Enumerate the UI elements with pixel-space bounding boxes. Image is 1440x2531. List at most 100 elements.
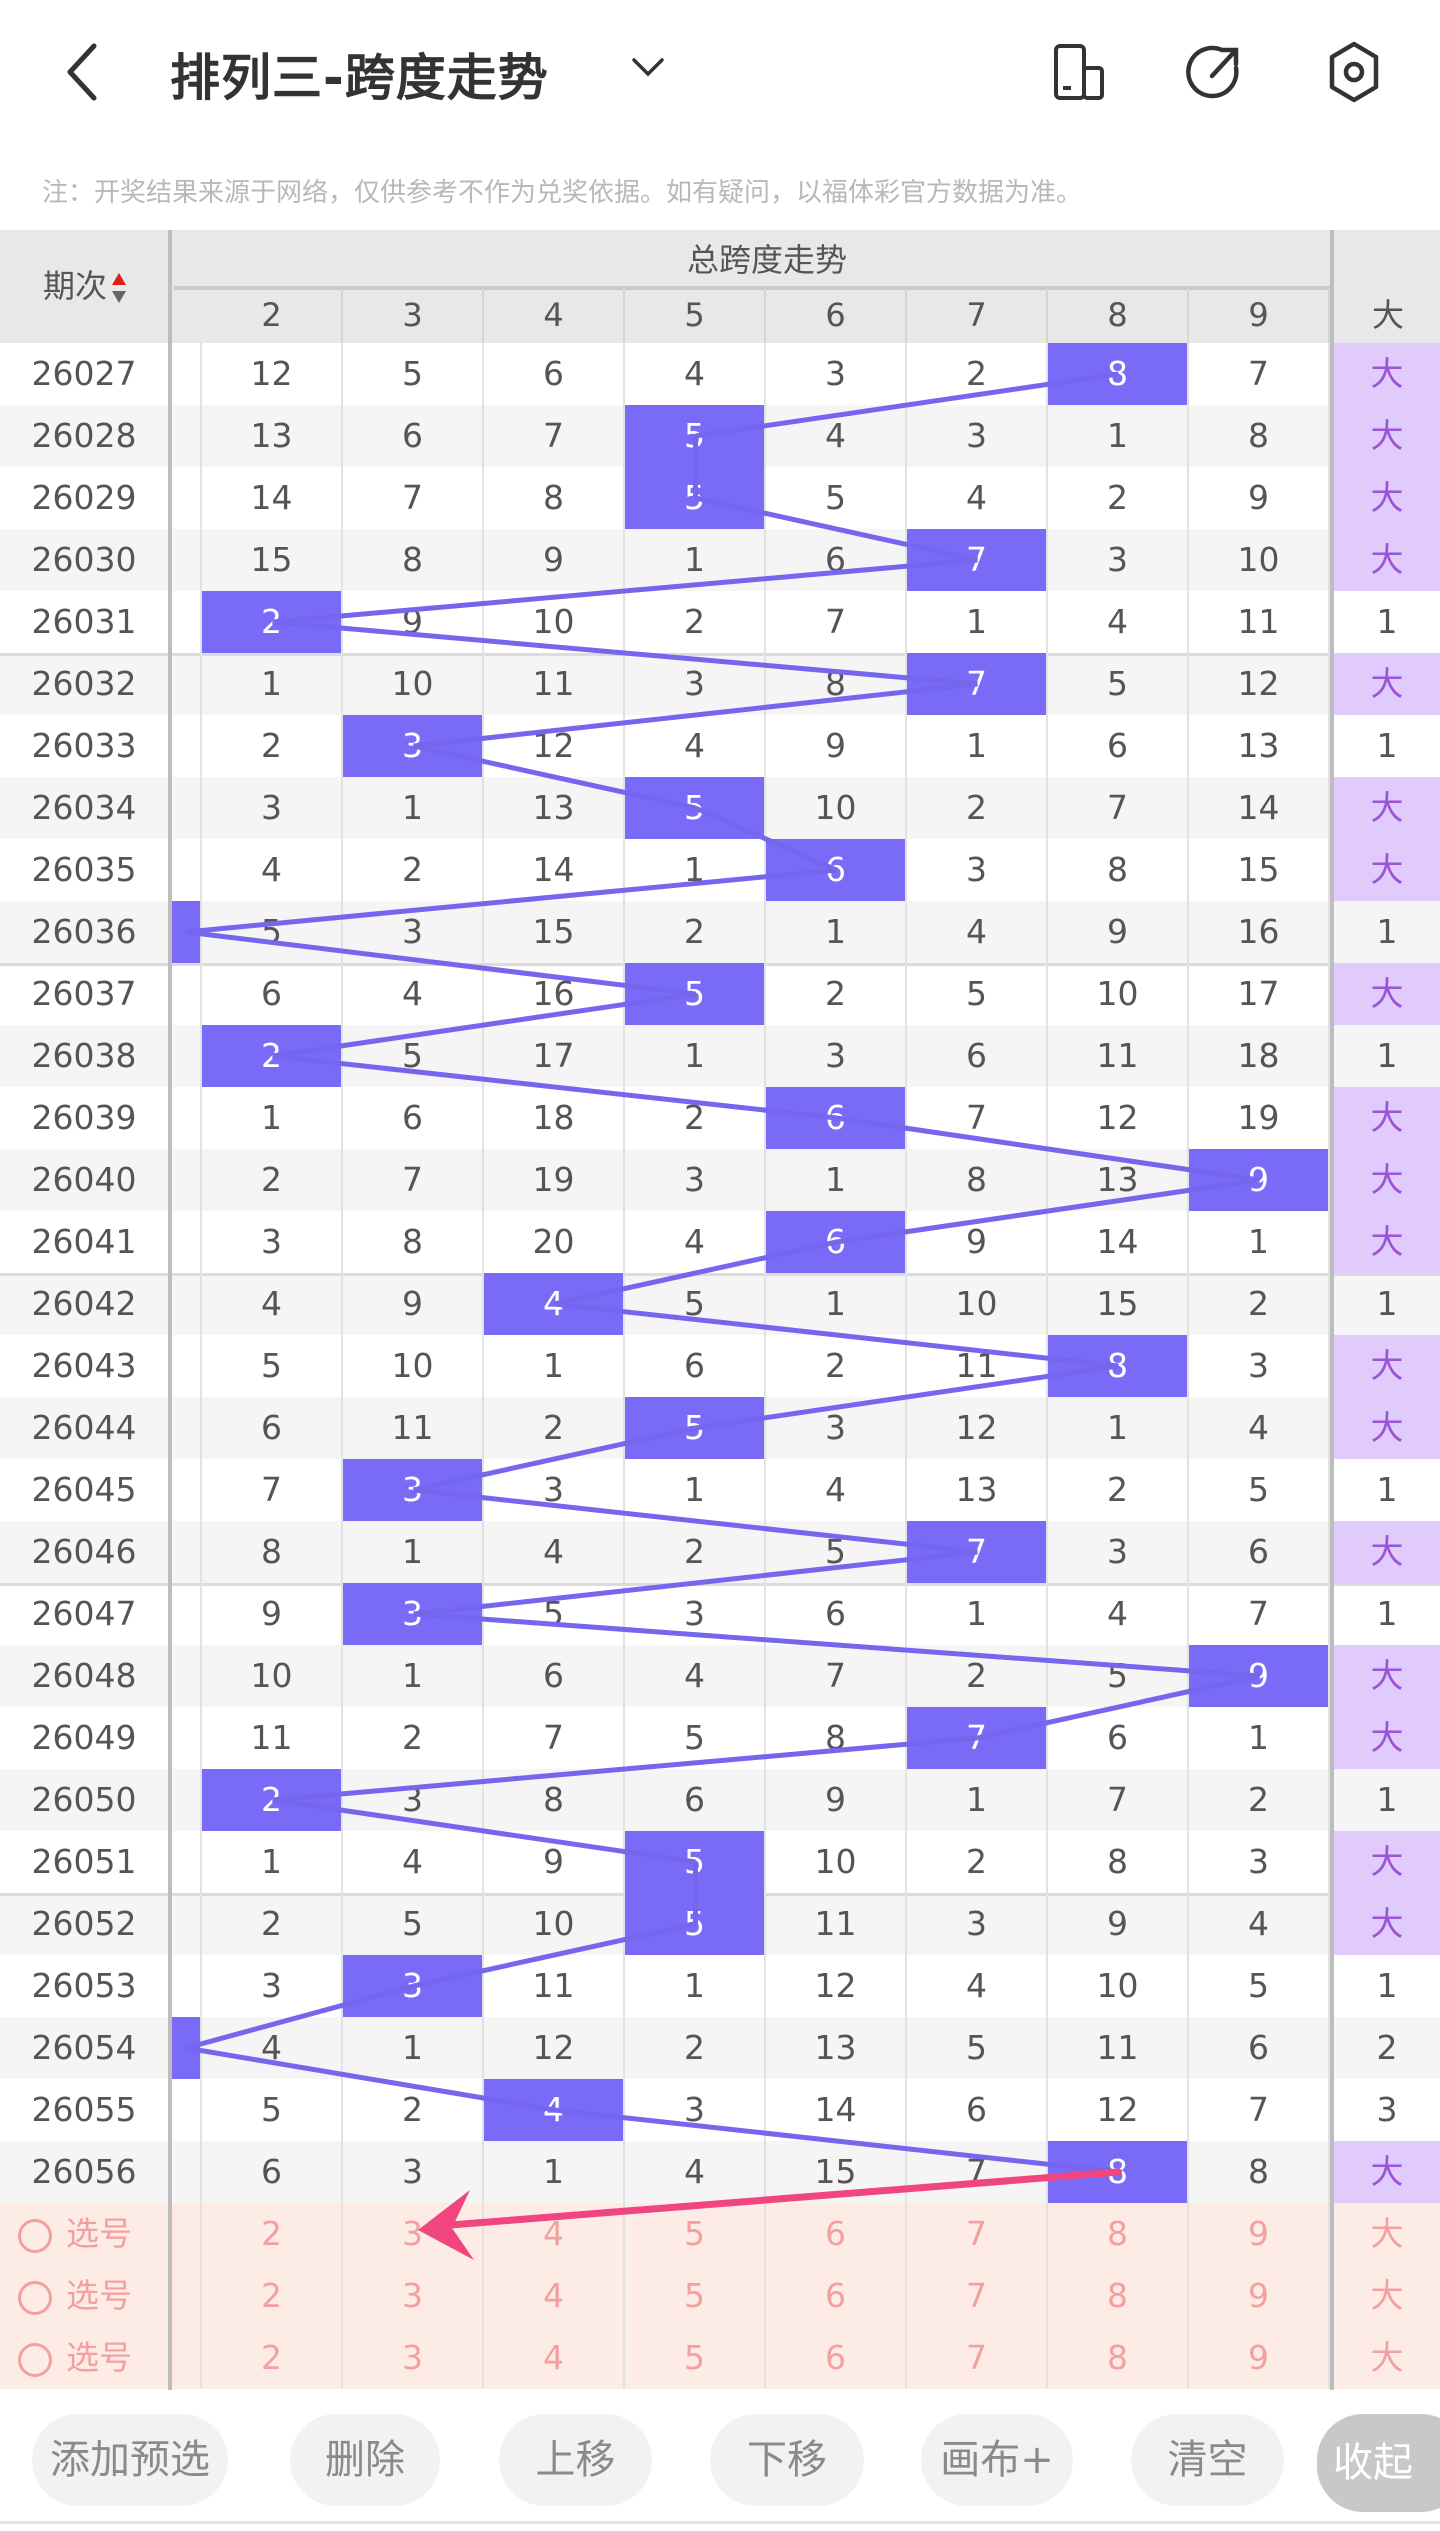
select-label[interactable]: 选号 <box>0 2265 168 2327</box>
add-preselect-button[interactable]: 添加预选 <box>32 2414 228 2506</box>
omission-cell: 2 <box>766 963 907 1025</box>
radio-circle-icon[interactable] <box>18 2218 52 2253</box>
low-span-cell[interactable] <box>170 2203 202 2265</box>
select-number[interactable]: 9 <box>1189 2327 1330 2389</box>
table-row: 26038 2 5 17 1 3 6 11 18 1 <box>0 1025 1440 1087</box>
big-omission-cell: 大 <box>1334 1335 1440 1397</box>
radio-circle-icon[interactable] <box>18 2342 52 2377</box>
settings-icon[interactable] <box>1322 38 1386 106</box>
table-row: 26042 4 9 4 5 1 10 15 2 1 <box>0 1273 1440 1335</box>
select-number[interactable]: 8 <box>1048 2265 1189 2327</box>
omission-cell: 6 <box>766 1583 907 1645</box>
omission-cell: 2 <box>1048 1459 1189 1521</box>
omission-cell: 1 <box>625 529 766 591</box>
period-cell: 26044 <box>31 1408 137 1447</box>
select-number[interactable]: 3 <box>343 2203 484 2265</box>
omission-cell: 2 <box>625 1521 766 1583</box>
omission-cell: 5 <box>202 2079 343 2141</box>
omission-cell: 9 <box>1048 1893 1189 1955</box>
select-number[interactable]: 7 <box>907 2327 1048 2389</box>
omission-cell: 2 <box>343 1707 484 1769</box>
hit-cell: 5 <box>625 467 766 529</box>
period-cell: 26056 <box>31 2152 137 2191</box>
collapse-button[interactable]: 收起 <box>1317 2414 1440 2512</box>
low-span-cell[interactable] <box>170 2265 202 2327</box>
select-big[interactable]: 大 <box>1370 2276 1404 2315</box>
select-number[interactable]: 4 <box>484 2327 625 2389</box>
select-big[interactable]: 大 <box>1370 2214 1404 2253</box>
table-row: 26056 6 3 1 4 15 7 8 8 大 <box>0 2141 1440 2203</box>
select-number[interactable]: 6 <box>766 2265 907 2327</box>
omission-cell: 4 <box>202 2017 343 2079</box>
select-number[interactable]: 5 <box>625 2327 766 2389</box>
big-omission-cell: 1 <box>1376 912 1398 951</box>
radio-circle-icon[interactable] <box>18 2280 52 2315</box>
select-number[interactable]: 7 <box>907 2203 1048 2265</box>
select-number[interactable]: 2 <box>202 2327 343 2389</box>
omission-cell: 8 <box>1048 1831 1189 1893</box>
table-row: 26030 15 8 9 1 6 7 3 10 大 <box>0 529 1440 591</box>
period-cell: 26031 <box>31 602 137 641</box>
disclaimer-note: 注：开奖结果来源于网络，仅供参考不作为兑奖依据。如有疑问，以福体彩官方数据为准。 <box>42 178 1083 208</box>
share-icon[interactable] <box>1182 38 1246 106</box>
select-number[interactable]: 7 <box>907 2265 1048 2327</box>
select-number[interactable]: 4 <box>484 2265 625 2327</box>
canvas-plus-button[interactable]: 画布+ <box>921 2414 1073 2506</box>
low-span-cell <box>170 1211 202 1273</box>
select-number[interactable]: 9 <box>1189 2203 1330 2265</box>
select-number[interactable]: 8 <box>1048 2203 1189 2265</box>
omission-cell: 9 <box>343 1273 484 1335</box>
table-row: 26047 9 3 5 3 6 1 4 7 1 <box>0 1583 1440 1645</box>
column-header-9: 9 <box>1189 288 1330 343</box>
delete-button[interactable]: 删除 <box>290 2414 440 2506</box>
column-divider <box>1330 230 1334 2390</box>
period-header[interactable]: 期次 <box>0 230 170 343</box>
chevron-down-icon[interactable] <box>628 52 668 82</box>
move-down-button[interactable]: 下移 <box>710 2414 864 2506</box>
select-number[interactable]: 6 <box>766 2203 907 2265</box>
hit-cell: 5 <box>625 405 766 467</box>
select-number[interactable]: 4 <box>484 2203 625 2265</box>
select-label[interactable]: 选号 <box>0 2327 168 2389</box>
hit-cell: 5 <box>625 777 766 839</box>
low-span-cell <box>170 1707 202 1769</box>
omission-cell: 5 <box>625 1707 766 1769</box>
omission-cell: 6 <box>202 2141 343 2203</box>
device-icon[interactable] <box>1048 38 1112 106</box>
omission-cell: 10 <box>202 1645 343 1707</box>
page-title[interactable]: 排列三-跨度走势 <box>170 49 549 107</box>
table-row: 26055 5 2 4 3 14 6 12 7 3 <box>0 2079 1440 2141</box>
omission-cell: 2 <box>625 901 766 963</box>
big-omission-cell: 大 <box>1334 1087 1440 1149</box>
select-number[interactable]: 5 <box>625 2265 766 2327</box>
table-row: 26029 14 7 8 5 5 4 2 9 大 <box>0 467 1440 529</box>
select-number[interactable]: 5 <box>625 2203 766 2265</box>
select-label[interactable]: 选号 <box>0 2203 168 2265</box>
select-number[interactable]: 3 <box>343 2265 484 2327</box>
omission-cell: 3 <box>907 405 1048 467</box>
period-cell: 26037 <box>31 974 137 1013</box>
select-number[interactable]: 6 <box>766 2327 907 2389</box>
move-up-button[interactable]: 上移 <box>499 2414 652 2506</box>
omission-cell: 4 <box>907 901 1048 963</box>
period-cell: 26049 <box>31 1718 137 1757</box>
select-number[interactable]: 3 <box>343 2327 484 2389</box>
clear-button[interactable]: 清空 <box>1131 2414 1284 2506</box>
omission-cell: 19 <box>484 1149 625 1211</box>
toolbar-divider <box>0 2521 1440 2524</box>
select-number[interactable]: 9 <box>1189 2265 1330 2327</box>
low-span-cell[interactable] <box>170 2327 202 2389</box>
omission-cell: 1 <box>1048 1397 1189 1459</box>
low-span-cell <box>170 1955 202 2017</box>
omission-cell: 3 <box>625 653 766 715</box>
big-omission-cell: 1 <box>1376 726 1398 765</box>
select-number[interactable]: 2 <box>202 2203 343 2265</box>
big-omission-cell: 大 <box>1334 1831 1440 1893</box>
select-number[interactable]: 2 <box>202 2265 343 2327</box>
select-number[interactable]: 8 <box>1048 2327 1189 2389</box>
omission-cell: 6 <box>202 963 343 1025</box>
app-header: 排列三-跨度走势 <box>0 0 1440 150</box>
big-omission-cell: 2 <box>1376 2028 1398 2067</box>
select-big[interactable]: 大 <box>1370 2338 1404 2377</box>
back-arrow-icon[interactable] <box>58 40 108 104</box>
